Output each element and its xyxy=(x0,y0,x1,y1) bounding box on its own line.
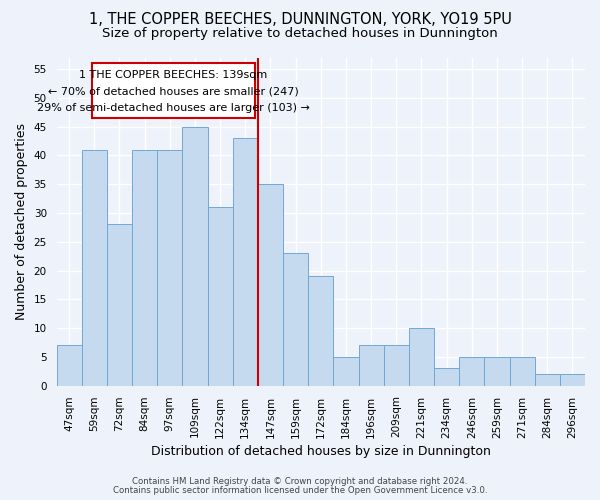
Bar xyxy=(283,254,308,386)
Text: Size of property relative to detached houses in Dunnington: Size of property relative to detached ho… xyxy=(102,28,498,40)
Bar xyxy=(459,357,484,386)
Bar xyxy=(359,346,383,386)
Bar xyxy=(509,357,535,386)
Bar xyxy=(182,126,208,386)
Bar xyxy=(535,374,560,386)
FancyBboxPatch shape xyxy=(92,64,256,118)
Bar xyxy=(82,150,107,386)
Bar xyxy=(308,276,334,386)
Bar xyxy=(208,207,233,386)
Text: Contains public sector information licensed under the Open Government Licence v3: Contains public sector information licen… xyxy=(113,486,487,495)
Bar xyxy=(409,328,434,386)
Text: ← 70% of detached houses are smaller (247): ← 70% of detached houses are smaller (24… xyxy=(48,86,299,97)
Bar xyxy=(132,150,157,386)
Bar xyxy=(383,346,409,386)
Bar xyxy=(56,346,82,386)
Text: 1 THE COPPER BEECHES: 139sqm: 1 THE COPPER BEECHES: 139sqm xyxy=(79,70,268,81)
X-axis label: Distribution of detached houses by size in Dunnington: Distribution of detached houses by size … xyxy=(151,444,491,458)
Text: Contains HM Land Registry data © Crown copyright and database right 2024.: Contains HM Land Registry data © Crown c… xyxy=(132,477,468,486)
Text: 29% of semi-detached houses are larger (103) →: 29% of semi-detached houses are larger (… xyxy=(37,103,310,113)
Bar xyxy=(560,374,585,386)
Y-axis label: Number of detached properties: Number of detached properties xyxy=(15,123,28,320)
Bar xyxy=(157,150,182,386)
Bar xyxy=(434,368,459,386)
Bar xyxy=(258,184,283,386)
Bar xyxy=(233,138,258,386)
Bar xyxy=(107,224,132,386)
Bar xyxy=(484,357,509,386)
Text: 1, THE COPPER BEECHES, DUNNINGTON, YORK, YO19 5PU: 1, THE COPPER BEECHES, DUNNINGTON, YORK,… xyxy=(89,12,511,28)
Bar xyxy=(334,357,359,386)
